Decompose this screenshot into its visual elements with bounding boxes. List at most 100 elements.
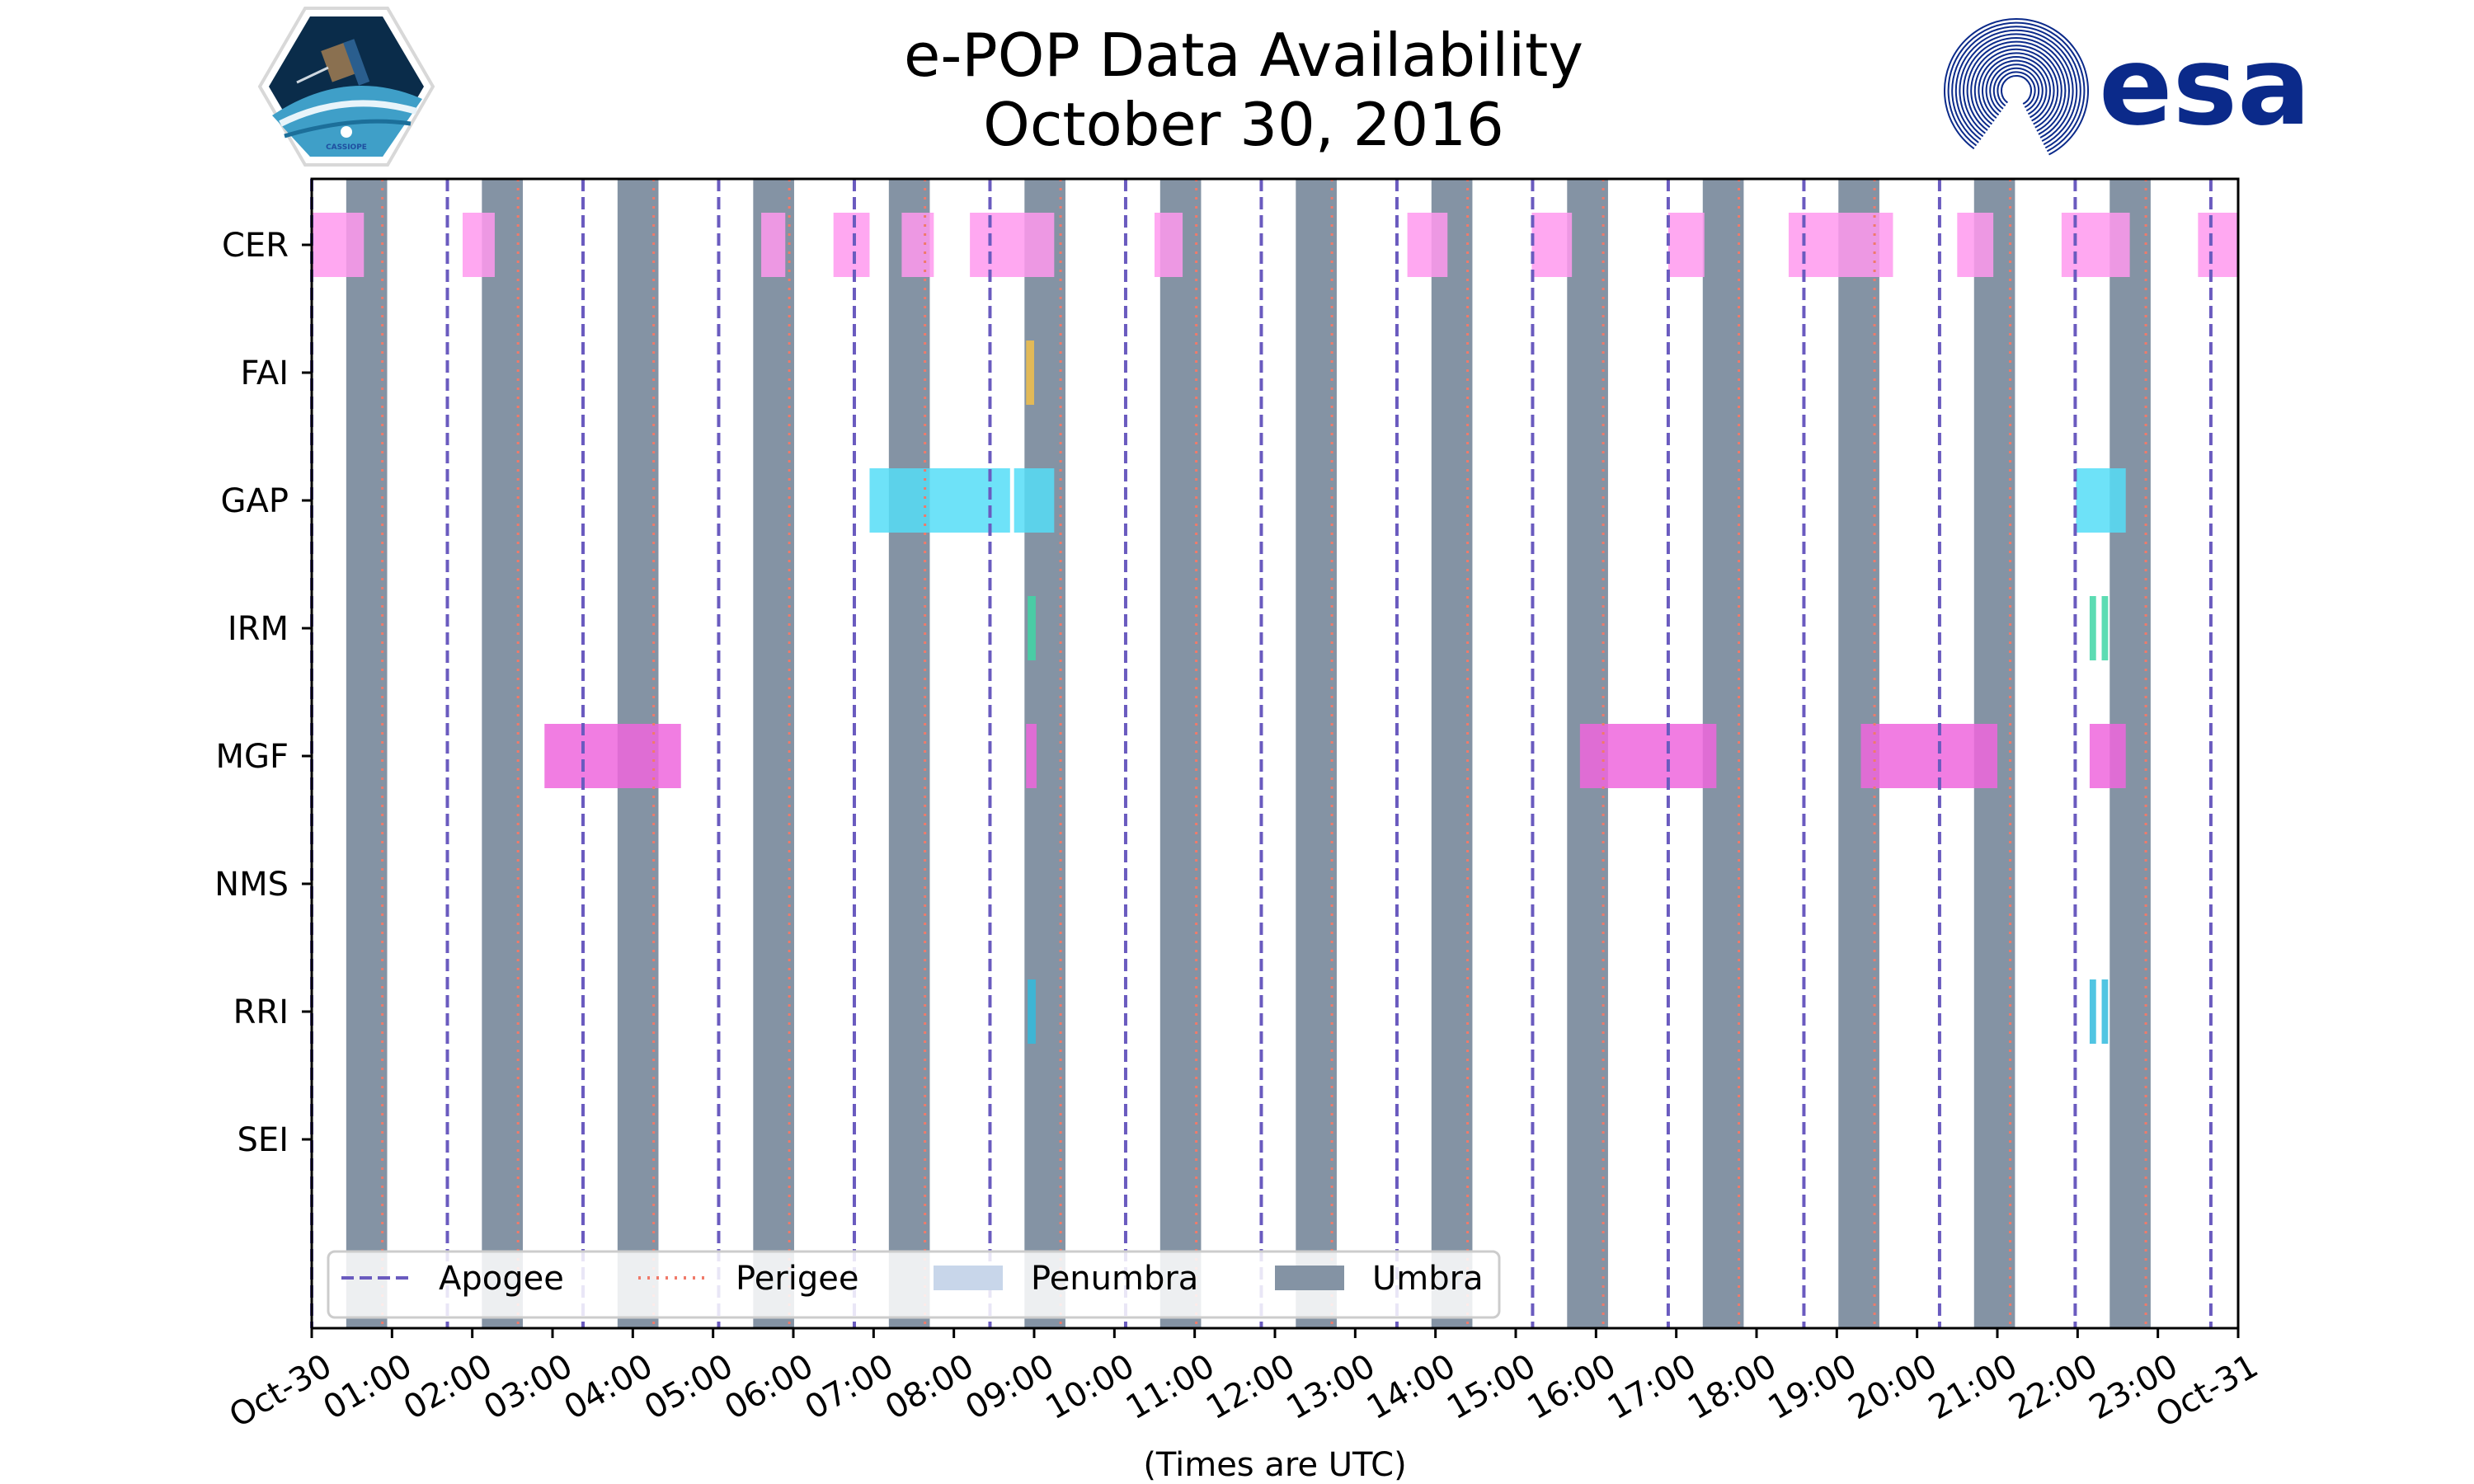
bar-irm-1 <box>2089 596 2096 660</box>
bar-mgf-3 <box>1860 724 1997 788</box>
xtick-label-18: 18:00 <box>1681 1347 1783 1427</box>
legend-penumbra-label: Penumbra <box>1031 1260 1198 1298</box>
xtick-label-14: 14:00 <box>1361 1347 1462 1427</box>
bar-cer-12 <box>2061 213 2130 277</box>
esa-swirl-arc <box>1973 48 2059 129</box>
esa-swirl-arc <box>1947 21 2086 153</box>
bar-cer-0 <box>312 213 365 277</box>
plot-area <box>310 179 2238 1328</box>
umbra-band-7 <box>1296 179 1337 1328</box>
esa-swirl-arc <box>1966 40 2067 135</box>
ytick-label-gap: GAP <box>221 482 289 520</box>
bar-mgf-4 <box>2089 724 2126 788</box>
bar-rri-2 <box>2101 979 2109 1044</box>
bar-rri-0 <box>1028 979 1036 1044</box>
bar-irm-2 <box>2101 596 2109 660</box>
bar-cer-7 <box>1407 213 1448 277</box>
cassiope-logo: CASSIOPE <box>257 7 435 167</box>
xtick-label-5: 05:00 <box>638 1347 740 1427</box>
esa-swirl-arc <box>1989 63 2044 115</box>
legend-apogee-label: Apogee <box>439 1260 564 1298</box>
chart-title: e-POP Data Availability <box>904 21 1583 90</box>
esa-swirl-arc <box>1951 26 2081 149</box>
bar-cer-13 <box>2198 213 2238 277</box>
bar-cer-2 <box>761 213 786 277</box>
xtick-label-3: 03:00 <box>477 1347 579 1427</box>
ytick-label-fai: FAI <box>241 355 289 392</box>
xtick-label-19: 19:00 <box>1761 1347 1863 1427</box>
bar-cer-6 <box>1155 213 1183 277</box>
legend-umbra-label: Umbra <box>1372 1260 1484 1298</box>
bar-cer-5 <box>970 213 1055 277</box>
umbra-band-0 <box>346 179 388 1328</box>
legend-perigee-label: Perigee <box>736 1260 858 1298</box>
bar-cer-9 <box>1667 213 1705 277</box>
bar-gap-0 <box>869 468 1010 533</box>
cassiope-logo-text: CASSIOPE <box>326 143 367 152</box>
umbra-band-6 <box>1159 179 1202 1328</box>
xtick-label-11: 11:00 <box>1120 1347 1221 1427</box>
esa-logo-text: esa <box>2099 23 2311 150</box>
xtick-label-8: 08:00 <box>879 1347 981 1427</box>
umbra-band-4 <box>888 179 930 1328</box>
ytick-label-nms: NMS <box>214 866 289 904</box>
legend-penumbra-swatch <box>934 1266 1003 1290</box>
bar-fai-0 <box>1026 340 1034 405</box>
ytick-label-sei: SEI <box>238 1121 289 1159</box>
xtick-label-1: 01:00 <box>317 1347 418 1427</box>
bar-gap-1 <box>1014 468 1055 533</box>
xtick-label-15: 15:00 <box>1441 1347 1542 1427</box>
ytick-label-rri: RRI <box>233 993 289 1031</box>
ytick-label-irm: IRM <box>228 610 289 648</box>
ytick-label-cer: CER <box>222 227 289 265</box>
bar-rri-1 <box>2089 979 2096 1044</box>
legend-umbra-swatch <box>1275 1266 1344 1290</box>
bar-mgf-0 <box>544 724 681 788</box>
esa-swirl-arc <box>2001 75 2032 105</box>
xtick-label-0: Oct-30 <box>223 1347 338 1435</box>
legend-box <box>327 1250 1501 1319</box>
xtick-label-6: 06:00 <box>718 1347 820 1427</box>
bar-cer-4 <box>901 213 934 277</box>
esa-logo: esa <box>1944 18 2311 156</box>
esa-swirl-arc <box>1970 45 2062 132</box>
esa-swirl-arc <box>1982 56 2051 122</box>
xtick-label-22: 22:00 <box>2002 1347 2104 1427</box>
esa-swirl-arc <box>1997 71 2036 109</box>
esa-swirl-arc <box>1944 18 2089 156</box>
bar-cer-11 <box>1957 213 1994 277</box>
xtick-label-20: 20:00 <box>1842 1347 1944 1427</box>
xtick-label-12: 12:00 <box>1200 1347 1301 1427</box>
xtick-label-4: 04:00 <box>557 1347 659 1427</box>
esa-swirl-arc <box>1954 29 2078 146</box>
x-axis-label: (Times are UTC) <box>1143 1446 1406 1484</box>
xtick-label-17: 17:00 <box>1602 1347 1703 1427</box>
umbra-band-3 <box>753 179 794 1328</box>
ytick-label-mgf: MGF <box>215 738 289 776</box>
esa-swirl-arc <box>1963 37 2070 139</box>
bar-mgf-2 <box>1579 724 1717 788</box>
bar-cer-1 <box>462 213 495 277</box>
esa-swirl-arc <box>1985 59 2048 119</box>
y-axis: CER FAI GAP IRM MGF NMS RRI SEI <box>214 227 312 1159</box>
umbra-band-8 <box>1431 179 1473 1328</box>
bar-cer-8 <box>1531 213 1573 277</box>
xtick-label-9: 09:00 <box>959 1347 1061 1427</box>
esa-swirl-arc <box>1992 67 2040 112</box>
bar-mgf-1 <box>1026 724 1037 788</box>
umbra-band-1 <box>482 179 523 1328</box>
bar-gap-2 <box>2076 468 2126 533</box>
xtick-label-2: 02:00 <box>397 1347 499 1427</box>
xtick-label-16: 16:00 <box>1521 1347 1622 1427</box>
x-axis: Oct-3001:0002:0003:0004:0005:0006:0007:0… <box>223 1328 2265 1435</box>
xtick-label-21: 21:00 <box>1922 1347 2024 1427</box>
xtick-label-13: 13:00 <box>1280 1347 1381 1427</box>
bar-cer-3 <box>833 213 870 277</box>
bar-irm-0 <box>1028 596 1036 660</box>
chart-subtitle: October 30, 2016 <box>983 90 1504 159</box>
xtick-label-7: 07:00 <box>798 1347 900 1427</box>
esa-swirl-arc <box>1978 52 2055 125</box>
xtick-label-10: 10:00 <box>1039 1347 1141 1427</box>
legend: Apogee Perigee Penumbra Umbra <box>327 1250 1501 1319</box>
